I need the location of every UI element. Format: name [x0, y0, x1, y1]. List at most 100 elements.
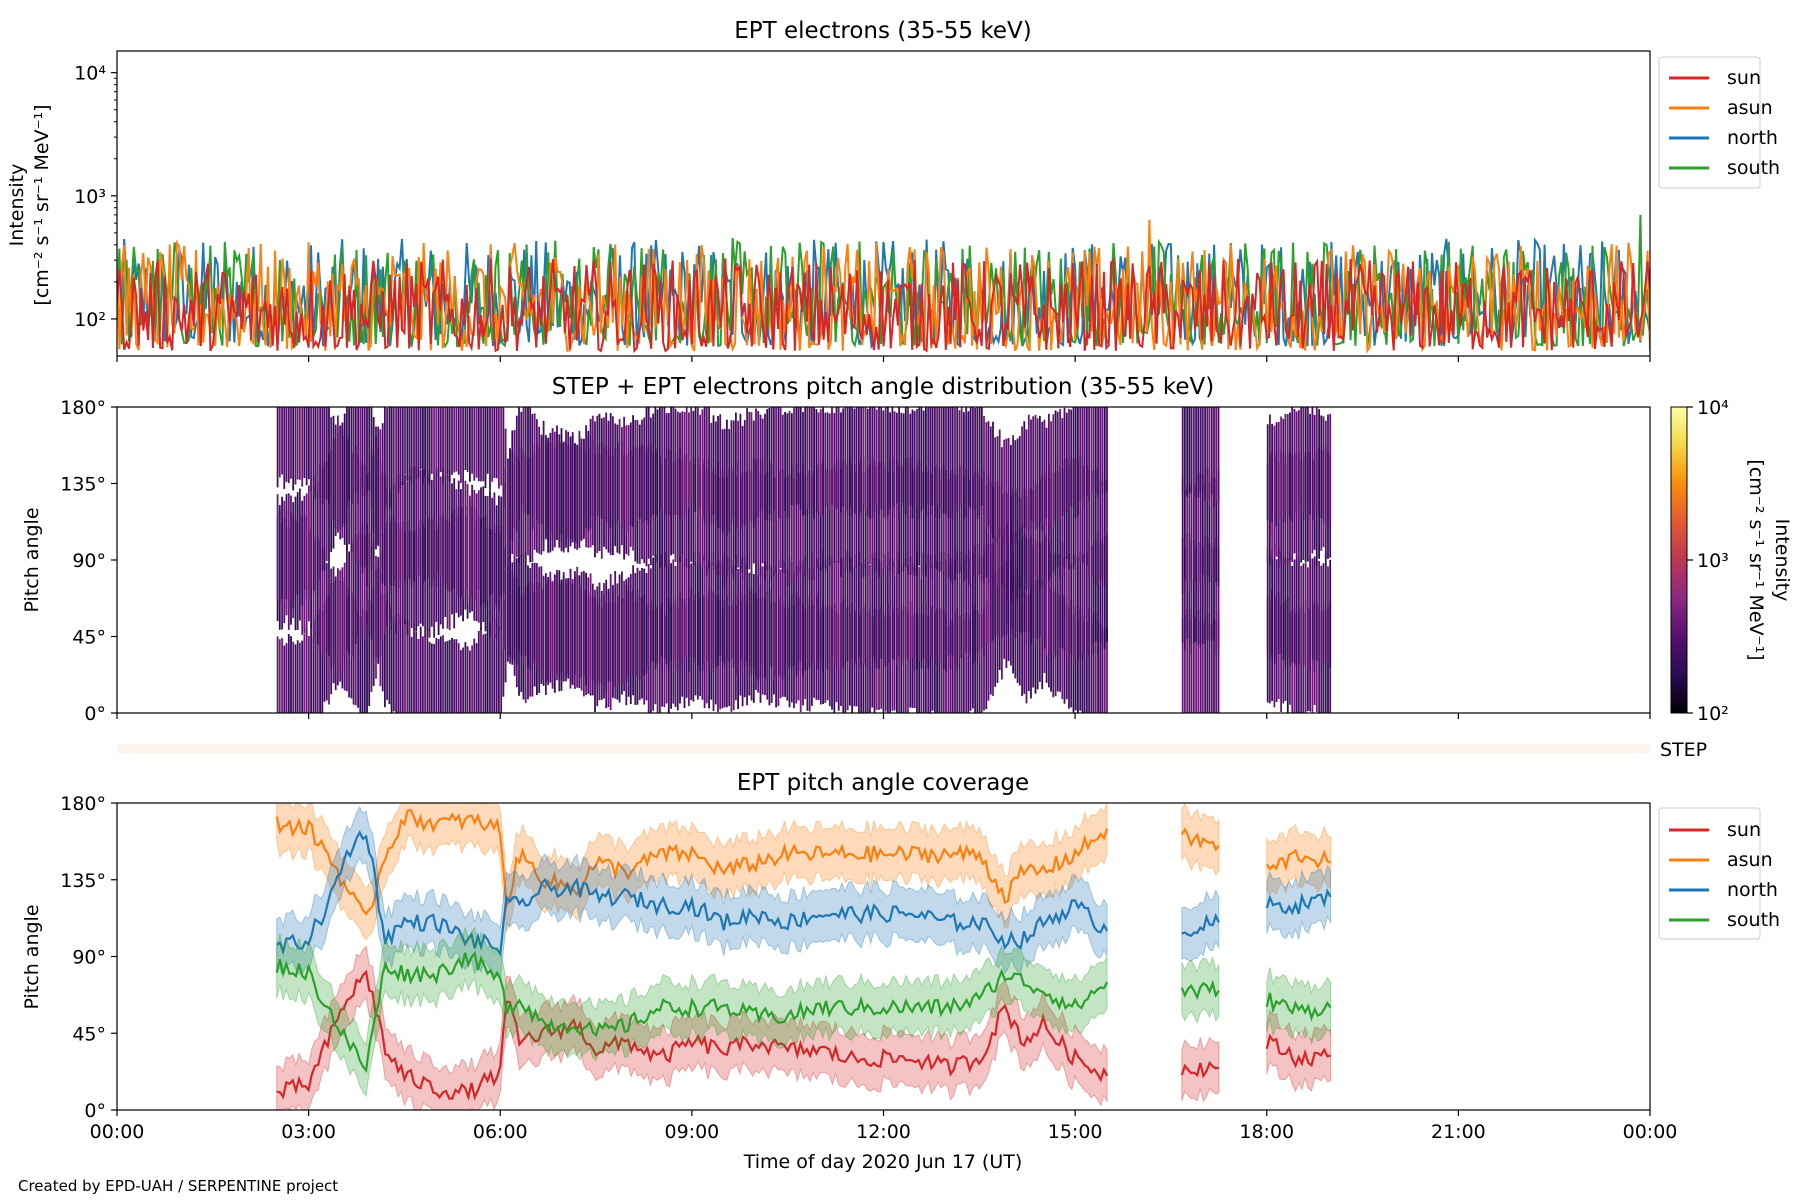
heatmap-cell: [1092, 470, 1095, 577]
heatmap-cell: [587, 430, 590, 532]
heatmap-cell: [806, 471, 809, 570]
heatmap-cell: [343, 562, 346, 656]
panel1-x-ticks: [116, 356, 1651, 362]
heatmap-cell: [285, 407, 288, 482]
heatmap-cell: [301, 640, 304, 713]
panel4-ylabel: Pitch angle: [21, 904, 43, 1009]
heatmap-cell: [726, 419, 728, 536]
heatmap-cell: [1050, 421, 1052, 529]
heatmap-cell: [963, 412, 965, 519]
heatmap-cell: [793, 573, 795, 665]
heatmap-cell: [1039, 415, 1041, 522]
heatmap-cell: [1090, 470, 1093, 581]
heatmap-cell: [972, 407, 974, 507]
heatmap-cell: [920, 551, 923, 669]
heatmap-cell: [674, 565, 677, 670]
heatmap-cell: [614, 423, 617, 526]
heatmap-cell: [743, 472, 746, 581]
heatmap-cell: [348, 551, 350, 654]
heatmap-cell: [900, 412, 903, 503]
heatmap-cell: [316, 481, 319, 586]
heatmap-cell: [1101, 631, 1104, 713]
heatmap-cell: [878, 558, 880, 669]
heatmap-cell: [656, 557, 659, 664]
heatmap-cell: [301, 500, 304, 606]
heatmap-cell: [567, 579, 570, 675]
panel2-y-ticks: 0° 45° 90° 135° 180°: [60, 397, 117, 725]
heatmap-cell: [433, 407, 435, 488]
heatmap-cell: [542, 420, 545, 542]
heatmap-cell: [1059, 409, 1061, 520]
heatmap-cell: [585, 425, 587, 528]
heatmap-cell: [328, 559, 330, 656]
heatmap-cell: [1010, 495, 1012, 603]
heatmap-cell: [328, 453, 330, 560]
heatmap-cell: [1032, 416, 1035, 522]
heatmap-cell: [1054, 410, 1057, 522]
panel-pitch-distribution: STEP + EPT electrons pitch angle distrib…: [21, 374, 1793, 725]
heatmap-cell: [795, 407, 798, 505]
heatmap-cell: [739, 413, 742, 528]
heatmap-cell: [303, 407, 306, 479]
heatmap-cell: [1186, 487, 1189, 584]
heatmap-cell: [455, 407, 458, 472]
heatmap-cell: [831, 468, 833, 562]
heatmap-cell: [464, 407, 467, 470]
heatmap-cell: [471, 484, 473, 598]
heatmap-cell: [1083, 553, 1086, 659]
y-tick-label: 45°: [72, 1023, 106, 1045]
heatmap-cell: [808, 568, 811, 669]
heatmap-cell: [381, 423, 384, 530]
heatmap-cell: [661, 463, 663, 569]
heatmap-cell: [844, 465, 847, 570]
heatmap-cell: [357, 454, 359, 560]
heatmap-cell: [424, 407, 426, 477]
heatmap-cell: [884, 553, 887, 667]
heatmap-cell: [493, 634, 496, 713]
heatmap-cell: [477, 630, 480, 713]
heatmap-cell: [361, 607, 364, 713]
heatmap-cell: [522, 407, 525, 511]
heatmap-cell: [638, 570, 641, 681]
heatmap-cell: [502, 549, 505, 650]
panel4-y-ticks: 0° 45° 90° 135° 180°: [60, 793, 117, 1122]
heatmap-cell: [773, 477, 775, 577]
heatmap-cell: [596, 415, 599, 516]
heatmap-cell: [940, 407, 943, 508]
y-tick-label: 0°: [84, 1100, 106, 1122]
heatmap-cell: [1090, 613, 1093, 713]
heatmap-cell: [692, 561, 695, 658]
panel4-legend[interactable]: sun asun north south: [1658, 807, 1780, 940]
heatmap-cell: [1315, 559, 1318, 661]
panel1-legend[interactable]: sun asun north south: [1658, 56, 1780, 189]
heatmap-cell: [609, 413, 612, 528]
heatmap-cell: [804, 556, 807, 671]
heatmap-cell: [956, 475, 959, 574]
heatmap-cell: [757, 411, 760, 517]
heatmap-cell: [1025, 595, 1028, 704]
heatmap-cell: [410, 636, 413, 713]
heatmap-cell: [974, 545, 976, 662]
heatmap-cell: [466, 484, 469, 603]
heatmap-cell: [446, 407, 449, 474]
heatmap-cell: [1206, 468, 1209, 577]
heatmap-cell: [989, 426, 992, 534]
heatmap-cell: [395, 407, 397, 496]
heatmap-cell: [1206, 537, 1209, 640]
heatmap-cell: [473, 490, 476, 601]
heatmap-cell: [938, 561, 941, 660]
heatmap-cell: [936, 407, 938, 505]
heatmap-cell: [898, 558, 900, 657]
heatmap-cell: [931, 407, 934, 506]
heatmap-cell: [1052, 414, 1055, 528]
heatmap-cell: [714, 563, 717, 669]
heatmap-cell: [719, 560, 722, 656]
heatmap-cell: [542, 575, 545, 682]
heatmap-cell: [1045, 427, 1048, 518]
heatmap-cell: [375, 555, 377, 657]
heatmap-cell: [1206, 407, 1209, 501]
heatmap-cell: [985, 601, 988, 709]
heatmap-cell: [1097, 532, 1099, 654]
heatmap-cell: [312, 475, 315, 591]
heatmap-cell: [837, 459, 840, 563]
